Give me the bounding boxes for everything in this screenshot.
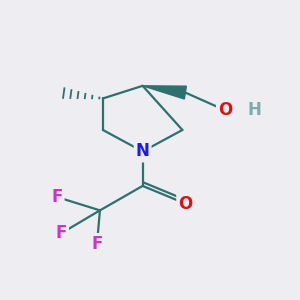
Text: F: F bbox=[56, 224, 68, 242]
Text: N: N bbox=[136, 142, 150, 160]
Text: O: O bbox=[178, 195, 193, 213]
Text: F: F bbox=[52, 188, 63, 206]
Text: O: O bbox=[218, 101, 232, 119]
Polygon shape bbox=[142, 86, 186, 99]
Text: H: H bbox=[248, 101, 262, 119]
Text: F: F bbox=[91, 235, 103, 253]
